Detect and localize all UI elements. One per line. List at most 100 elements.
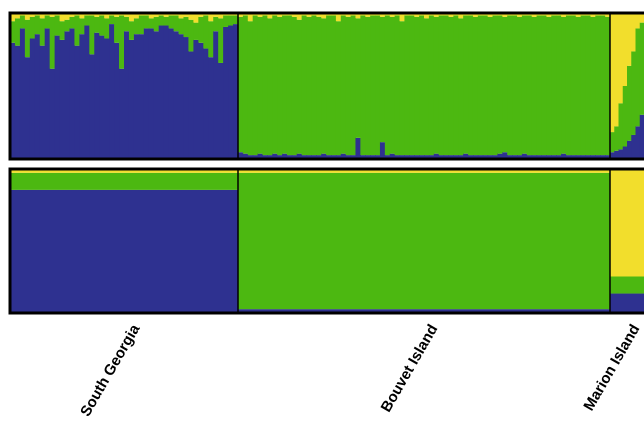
individual-bar-blue [114, 42, 120, 158]
individual-bar-yellow [39, 14, 46, 19]
individual-bar-blue [482, 155, 489, 158]
individual-bar-yellow [257, 14, 264, 17]
individual-bar-blue [614, 150, 620, 158]
individual-bar-green [521, 15, 528, 154]
individual-bar-blue [546, 155, 552, 158]
individual-bar-green [99, 15, 105, 36]
individual-bar-blue [252, 155, 259, 158]
individual-bar-yellow [301, 14, 308, 16]
individual-bar-blue [218, 62, 224, 158]
individual-bar-blue [365, 155, 371, 158]
individual-bar-blue [521, 153, 528, 158]
individual-bar-blue [14, 45, 21, 158]
individual-bar-green [618, 103, 624, 150]
individual-bar-yellow [94, 14, 100, 17]
individual-bar-green [301, 15, 308, 156]
individual-bar-yellow [433, 14, 440, 17]
individual-bar-yellow [296, 14, 303, 20]
individual-bar-green [228, 15, 234, 26]
individual-bar-yellow [389, 14, 396, 17]
individual-bar-green [143, 15, 150, 29]
individual-bar-green [238, 16, 244, 153]
individual-bar-yellow [580, 14, 587, 16]
individual-bar-green [69, 16, 76, 29]
individual-bar-green [54, 15, 61, 36]
individual-bar-yellow [394, 14, 401, 16]
individual-bar-green [24, 19, 31, 58]
individual-bar-green [326, 15, 332, 156]
individual-bar-blue [208, 57, 214, 159]
individual-bar-yellow [379, 14, 386, 17]
individual-bar-blue [477, 155, 484, 158]
individual-bar-blue [272, 153, 278, 158]
individual-bar-blue [188, 51, 194, 158]
individual-bar-yellow [350, 14, 357, 16]
individual-bar-green [600, 15, 606, 156]
individual-bar-green [355, 18, 361, 138]
individual-bar-green [409, 15, 415, 156]
individual-bar-green [463, 15, 469, 154]
individual-bar-yellow [188, 14, 194, 20]
individual-bar-green [419, 15, 425, 156]
individual-bar-yellow [502, 14, 508, 17]
individual-bar-blue [561, 153, 567, 158]
individual-bar-blue [277, 155, 283, 158]
individual-bar-yellow [19, 14, 26, 16]
individual-bar-green [360, 15, 366, 156]
individual-bar-green [610, 132, 615, 153]
individual-bar-green [433, 16, 440, 154]
individual-bar-green [34, 15, 41, 35]
individual-bar-yellow [198, 14, 204, 17]
individual-bar-green [158, 15, 165, 26]
individual-bar-blue [404, 155, 410, 158]
individual-bar-yellow [507, 14, 513, 16]
individual-bar-yellow [173, 14, 180, 16]
individual-bar-blue [99, 35, 105, 158]
individual-bar-blue [345, 155, 352, 158]
individual-bar-blue [198, 42, 204, 158]
individual-bar-yellow [590, 14, 596, 17]
population-bar-yellow [610, 170, 644, 277]
individual-bar-green [414, 16, 420, 156]
individual-bar-blue [321, 153, 327, 158]
individual-bar-yellow [409, 14, 415, 16]
individual-bar-yellow [340, 14, 347, 16]
individual-bar-yellow [49, 14, 56, 17]
individual-bar-yellow [477, 14, 484, 16]
individual-bar-yellow [512, 14, 518, 16]
individual-bar-blue [399, 155, 406, 158]
individual-bar-green [614, 126, 620, 151]
individual-bar-blue [223, 26, 229, 159]
individual-bar-yellow [34, 14, 41, 16]
individual-bar-green [448, 16, 454, 156]
individual-bar-yellow [272, 14, 278, 16]
individual-bar-green [119, 15, 125, 69]
individual-bar-green [133, 18, 140, 35]
individual-bar-green [365, 16, 371, 156]
individual-bar-green [193, 22, 199, 40]
individual-bar-blue [228, 25, 234, 158]
individual-bar-yellow [114, 14, 120, 17]
individual-bar-blue [575, 155, 582, 158]
individual-bar-yellow [482, 14, 489, 16]
individual-bar-blue [468, 155, 474, 158]
individual-bar-blue [565, 155, 572, 158]
individual-bar-yellow [282, 14, 288, 16]
individual-bar-green [379, 16, 386, 143]
individual-bar-green [370, 15, 376, 156]
panel-frame [8, 167, 644, 315]
individual-bar-yellow [546, 14, 552, 17]
individual-bar-yellow [311, 14, 317, 16]
individual-bar-blue [463, 153, 469, 158]
individual-bar-yellow [595, 14, 601, 16]
individual-bar-green [79, 18, 85, 35]
individual-bar-green [178, 18, 185, 35]
individual-bar-blue [39, 45, 46, 158]
individual-bar-blue [409, 155, 415, 158]
individual-bar-blue [360, 155, 366, 158]
individual-bar-green [188, 19, 194, 52]
individual-bar-yellow [541, 14, 547, 16]
individual-bar-green [595, 15, 601, 156]
individual-bar-blue [178, 34, 185, 158]
